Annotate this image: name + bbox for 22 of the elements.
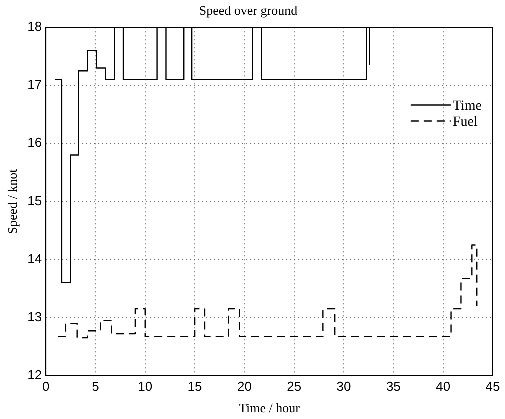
x-tick-label: 45 — [486, 379, 500, 394]
x-tick-label: 30 — [336, 379, 352, 394]
x-tick-label: 15 — [188, 379, 202, 394]
y-tick-label: 17 — [28, 77, 42, 92]
y-tick-label: 14 — [28, 251, 42, 266]
chart-title: Speed over ground — [199, 3, 298, 18]
y-tick-label: 13 — [28, 309, 42, 324]
x-tick-label: 5 — [92, 379, 100, 394]
y-tick-label: 18 — [28, 19, 42, 34]
y-tick-label: 16 — [28, 135, 42, 150]
y-tick-label: 12 — [28, 367, 42, 382]
x-tick-label: 20 — [237, 379, 252, 394]
x-tick-label: 25 — [287, 379, 302, 394]
x-tick-label: 40 — [436, 379, 451, 394]
x-tick-label: 0 — [42, 379, 50, 394]
x-tick-label: 10 — [138, 379, 153, 394]
legend-label: Fuel — [452, 114, 478, 130]
y-tick-label: 15 — [28, 193, 42, 208]
x-tick-label: 35 — [386, 379, 401, 394]
x-axis-title: Time / hour — [239, 400, 301, 416]
y-axis-title: Speed / knot — [5, 168, 20, 234]
legend-label: Time — [452, 98, 482, 114]
